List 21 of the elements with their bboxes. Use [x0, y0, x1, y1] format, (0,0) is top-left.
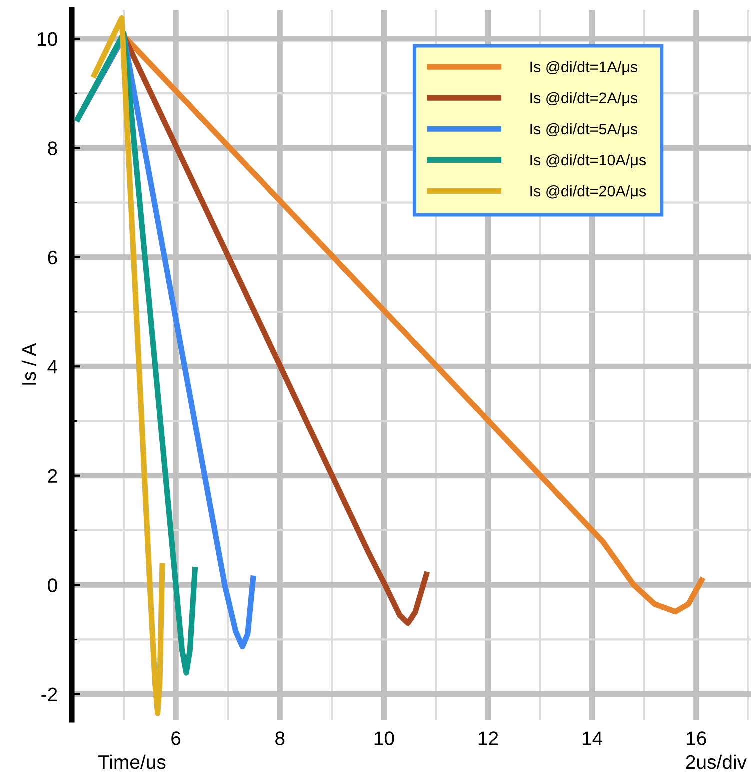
y-tick-label: 2 [48, 469, 58, 483]
y-tick-label: 4 [48, 360, 58, 374]
legend-label: Is @di/dt=20A/μs [530, 186, 646, 200]
x-tick-label: 16 [687, 732, 706, 746]
y-tick-label: 8 [48, 142, 58, 156]
x-tick-label: 6 [172, 732, 181, 746]
y-tick-label: -2 [42, 688, 58, 702]
y-tick-label: 6 [48, 250, 58, 265]
x-tick-label: 14 [582, 732, 603, 746]
x-tick-label: 8 [276, 732, 285, 746]
legend-label: Is @di/dt=10A/μs [530, 154, 646, 168]
x-tick-label: 12 [478, 732, 498, 746]
text: 2us/div [686, 754, 747, 770]
y-tick-label: 0 [48, 578, 58, 592]
legend-label: Is @di/dt=2A/μs [530, 92, 638, 106]
x-axis-title: Time/us [98, 754, 166, 770]
x-tick-label: 10 [374, 732, 394, 746]
legend-label: Is @di/dt=5A/μs [530, 123, 638, 138]
legend-label: Is @di/dt=1A/μs [530, 61, 638, 76]
y-tick-label: 10 [38, 32, 58, 46]
y-axis-title: Is / A [22, 343, 36, 385]
